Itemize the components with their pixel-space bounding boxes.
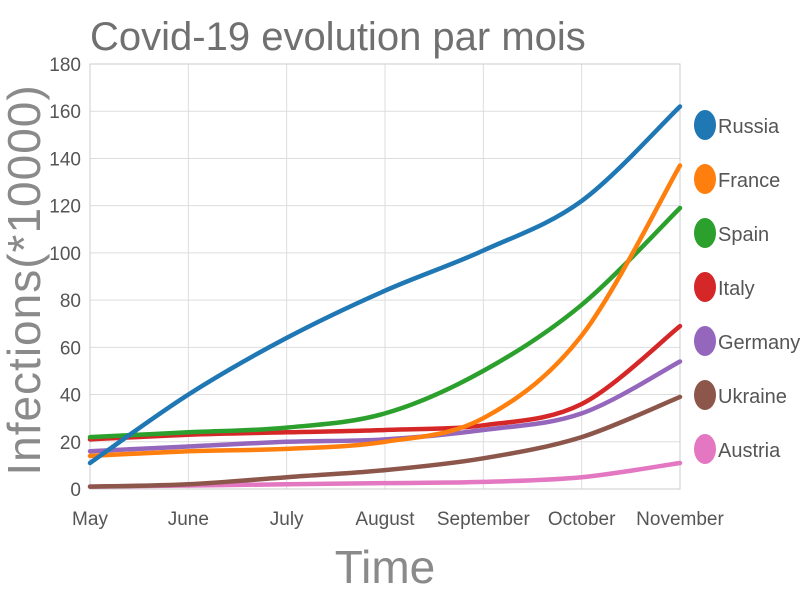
series-line-france — [87, 163, 683, 459]
legend-label-germany: Germany — [718, 332, 800, 354]
y-tick-labels: 0 20 40 60 80 100 120 140 160 180 — [49, 55, 81, 501]
series-lines — [87, 104, 683, 489]
legend-marker-austria — [694, 434, 716, 464]
series-line-russia — [87, 104, 683, 466]
x-tick-label: June — [168, 509, 209, 530]
x-axis-label: Time — [335, 541, 436, 593]
plot-area-border — [89, 63, 681, 490]
x-tick-label: November — [636, 509, 724, 530]
y-tick-label: 20 — [60, 433, 81, 454]
legend-label-austria: Austria — [718, 440, 781, 462]
y-tick-label: 60 — [60, 338, 81, 359]
legend-label-spain: Spain — [718, 224, 769, 246]
x-tick-label: May — [72, 509, 108, 530]
legend-marker-france — [694, 164, 716, 194]
x-tick-labels: May June July August September October Novembe… — [72, 509, 724, 530]
legend-label-france: France — [718, 170, 780, 192]
y-tick-label: 80 — [60, 291, 81, 312]
x-tick-label: September — [437, 509, 531, 530]
legend: Russia France Spain Italy Germany Ukraine Aust… — [694, 110, 800, 464]
legend-marker-russia — [694, 110, 716, 140]
y-tick-label: 0 — [70, 480, 81, 501]
y-axis-label: Infections(*10000) — [0, 84, 50, 475]
legend-marker-italy — [694, 272, 716, 302]
legend-label-italy: Italy — [718, 278, 755, 300]
x-tick-label: October — [548, 509, 616, 530]
series-line-italy — [87, 323, 683, 442]
series-line-ukraine — [87, 394, 683, 489]
x-tick-label: August — [355, 509, 415, 530]
x-tick-label: July — [270, 509, 304, 530]
legend-label-ukraine: Ukraine — [718, 386, 787, 408]
grid — [89, 63, 681, 490]
legend-marker-ukraine — [694, 380, 716, 410]
legend-marker-germany — [694, 326, 716, 356]
legend-marker-spain — [694, 218, 716, 248]
y-tick-label: 140 — [49, 149, 81, 170]
y-tick-label: 100 — [49, 244, 81, 265]
y-tick-label: 120 — [49, 197, 81, 218]
legend-label-russia: Russia — [718, 116, 780, 138]
y-tick-label: 180 — [49, 55, 81, 76]
series-line-spain — [87, 205, 683, 440]
chart-title: Covid-19 evolution par mois — [90, 15, 586, 59]
y-tick-label: 40 — [60, 386, 81, 407]
series-line-germany — [87, 359, 683, 454]
y-tick-label: 160 — [49, 102, 81, 123]
